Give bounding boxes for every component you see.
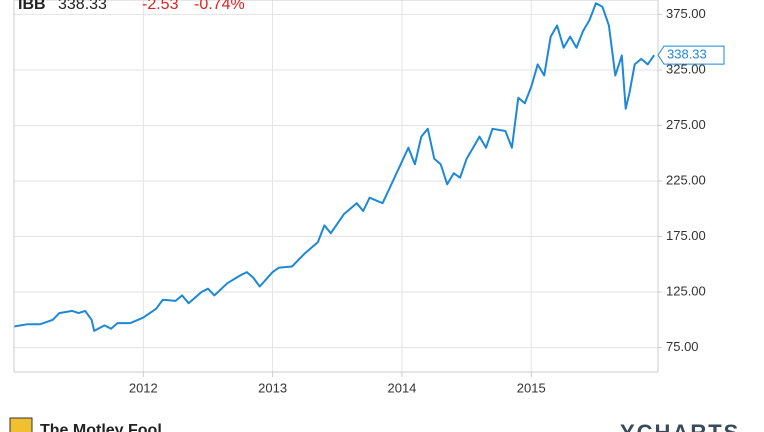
plot-border <box>13 0 659 373</box>
plot-area <box>13 0 658 372</box>
change-pct: -0.74% <box>194 0 245 13</box>
y-tick-label: 125.00 <box>666 283 706 298</box>
y-tick-label: 225.00 <box>666 172 706 187</box>
y-tick-label: 275.00 <box>666 117 706 132</box>
x-tick-label: 2012 <box>129 380 158 395</box>
x-tick-label: 2015 <box>517 380 546 395</box>
source: YCHARTS <box>620 420 740 432</box>
symbol: IBB <box>18 0 46 13</box>
last-price-label: 338.33 <box>667 47 707 62</box>
brand-logo <box>9 417 33 432</box>
y-tick-label: 325.00 <box>666 61 706 76</box>
price: 338.33 <box>58 0 107 13</box>
brand: The Motley Fool <box>40 422 162 432</box>
last-price-box <box>657 45 725 65</box>
change: -2.53 <box>142 0 179 13</box>
x-tick-label: 2014 <box>387 380 416 395</box>
price-line <box>13 2 655 332</box>
y-tick-label: 175.00 <box>666 228 706 243</box>
y-tick-label: 375.00 <box>666 6 706 21</box>
y-tick-label: 75.00 <box>666 339 699 354</box>
x-tick-label: 2013 <box>258 380 287 395</box>
